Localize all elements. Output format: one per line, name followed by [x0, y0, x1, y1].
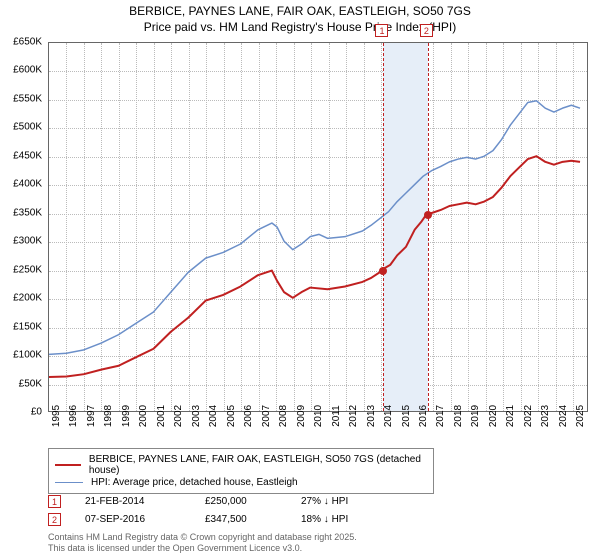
- xtick-label: 1996: [68, 405, 79, 427]
- sale-marker-number: 1: [375, 24, 388, 37]
- ytick-label: £150K: [0, 321, 42, 332]
- ytick-label: £50K: [0, 378, 42, 389]
- chart-area: £0£50K£100K£150K£200K£250K£300K£350K£400…: [48, 42, 588, 412]
- xtick-label: 2003: [191, 405, 202, 427]
- xtick-label: 2005: [226, 405, 237, 427]
- xtick-label: 2000: [138, 405, 149, 427]
- xtick-label: 2018: [453, 405, 464, 427]
- xtick-label: 1995: [51, 405, 62, 427]
- footnote-line1: Contains HM Land Registry data © Crown c…: [48, 532, 357, 543]
- ytick-label: £550K: [0, 93, 42, 104]
- legend: BERBICE, PAYNES LANE, FAIR OAK, EASTLEIG…: [48, 448, 434, 494]
- ytick-label: £400K: [0, 179, 42, 190]
- sales-date: 21-FEB-2014: [85, 496, 205, 507]
- xtick-label: 2013: [366, 405, 377, 427]
- sales-delta: 18% ↓ HPI: [301, 514, 397, 525]
- xtick-label: 2014: [383, 405, 394, 427]
- ytick-label: £100K: [0, 350, 42, 361]
- legend-label: BERBICE, PAYNES LANE, FAIR OAK, EASTLEIG…: [89, 454, 427, 476]
- xtick-label: 2017: [435, 405, 446, 427]
- sale-marker-number: 2: [420, 24, 433, 37]
- series-property: [49, 156, 580, 377]
- series-hpi: [49, 101, 580, 355]
- sale-marker-line: [383, 43, 384, 411]
- sales-row: 1 21-FEB-2014£250,00027% ↓ HPI: [48, 492, 397, 510]
- sales-price: £347,500: [205, 514, 301, 525]
- legend-row: HPI: Average price, detached house, East…: [55, 477, 427, 488]
- ytick-label: £650K: [0, 37, 42, 48]
- ytick-label: £200K: [0, 293, 42, 304]
- ytick-label: £450K: [0, 150, 42, 161]
- xtick-label: 2024: [558, 405, 569, 427]
- xtick-label: 2021: [505, 405, 516, 427]
- sales-date: 07-SEP-2016: [85, 514, 205, 525]
- xtick-label: 2025: [575, 405, 586, 427]
- ytick-label: £500K: [0, 122, 42, 133]
- xtick-label: 2012: [348, 405, 359, 427]
- footnote-line2: This data is licensed under the Open Gov…: [48, 543, 357, 554]
- title-address: BERBICE, PAYNES LANE, FAIR OAK, EASTLEIG…: [0, 4, 600, 20]
- chart-container: BERBICE, PAYNES LANE, FAIR OAK, EASTLEIG…: [0, 0, 600, 560]
- sale-marker-line: [428, 43, 429, 411]
- sales-table: 1 21-FEB-2014£250,00027% ↓ HPI 2 07-SEP-201…: [48, 492, 397, 528]
- xtick-label: 2022: [523, 405, 534, 427]
- legend-row: BERBICE, PAYNES LANE, FAIR OAK, EASTLEIG…: [55, 454, 427, 476]
- sales-delta: 27% ↓ HPI: [301, 496, 397, 507]
- sales-row: 2 07-SEP-2016£347,50018% ↓ HPI: [48, 510, 397, 528]
- xtick-label: 2015: [401, 405, 412, 427]
- xtick-label: 2011: [331, 405, 342, 427]
- sales-marker: 2: [48, 513, 61, 526]
- plot-region: [48, 42, 588, 412]
- ytick-label: £600K: [0, 65, 42, 76]
- xtick-label: 2010: [313, 405, 324, 427]
- title-subtitle: Price paid vs. HM Land Registry's House …: [0, 20, 600, 36]
- legend-swatch: [55, 464, 81, 466]
- ytick-label: £250K: [0, 264, 42, 275]
- xtick-label: 2001: [156, 405, 167, 427]
- xtick-label: 2023: [540, 405, 551, 427]
- footnote: Contains HM Land Registry data © Crown c…: [48, 532, 357, 555]
- ytick-label: £0: [0, 407, 42, 418]
- xtick-label: 2008: [278, 405, 289, 427]
- xtick-label: 2006: [243, 405, 254, 427]
- xtick-label: 2002: [173, 405, 184, 427]
- xtick-label: 2007: [261, 405, 272, 427]
- ytick-label: £300K: [0, 236, 42, 247]
- xtick-label: 2016: [418, 405, 429, 427]
- line-series-svg: [49, 43, 587, 411]
- legend-swatch: [55, 482, 83, 483]
- xtick-label: 1997: [86, 405, 97, 427]
- sales-price: £250,000: [205, 496, 301, 507]
- title-block: BERBICE, PAYNES LANE, FAIR OAK, EASTLEIG…: [0, 0, 600, 35]
- ytick-label: £350K: [0, 207, 42, 218]
- xtick-label: 2004: [208, 405, 219, 427]
- xtick-label: 1998: [103, 405, 114, 427]
- sales-marker: 1: [48, 495, 61, 508]
- sale-marker-dot: [379, 267, 387, 275]
- sale-marker-dot: [424, 211, 432, 219]
- xtick-label: 1999: [121, 405, 132, 427]
- xtick-label: 2019: [470, 405, 481, 427]
- legend-label: HPI: Average price, detached house, East…: [91, 477, 298, 488]
- xtick-label: 2009: [296, 405, 307, 427]
- xtick-label: 2020: [488, 405, 499, 427]
